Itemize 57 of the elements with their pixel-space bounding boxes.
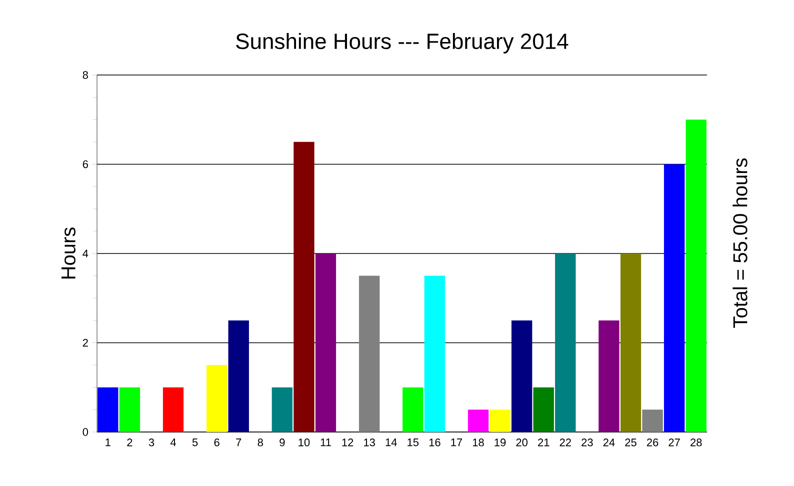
bar	[686, 120, 706, 432]
bar	[511, 320, 532, 432]
x-tick-label: 25	[625, 438, 636, 446]
bar	[119, 387, 140, 432]
bar	[468, 410, 489, 432]
bar	[294, 142, 314, 432]
x-tick-label: 24	[603, 438, 615, 446]
bar	[642, 410, 663, 432]
bar	[664, 164, 685, 432]
x-tick-label: 14	[386, 438, 397, 446]
bar	[206, 365, 228, 432]
x-tick-label: 7	[236, 438, 242, 446]
x-tick-label: 20	[516, 438, 528, 446]
x-tick-label: 27	[668, 438, 680, 446]
y-tick-label: 4	[82, 250, 88, 258]
bar	[98, 387, 118, 432]
x-tick-label: 4	[170, 438, 176, 446]
y-tick-label: 2	[82, 338, 88, 347]
x-tick-label: 13	[364, 438, 375, 446]
x-tick-label: 16	[429, 438, 440, 446]
y-tick-label: 8	[82, 71, 88, 79]
x-tick-label: 9	[280, 438, 285, 446]
x-tick-label: 5	[192, 438, 198, 446]
bar	[533, 387, 554, 432]
bar	[228, 320, 249, 432]
x-tick-label: 17	[451, 438, 462, 446]
x-tick-label: 1	[106, 438, 110, 446]
bar	[598, 320, 620, 432]
x-tick-label: 10	[298, 438, 310, 446]
x-tick-label: 12	[342, 438, 354, 446]
bar	[490, 410, 510, 432]
x-tick-label: 23	[582, 438, 593, 446]
bar	[272, 387, 293, 432]
x-tick-label: 19	[494, 438, 506, 446]
text: Total = 55.00 hours	[732, 158, 748, 328]
bar	[555, 253, 576, 432]
x-tick-label: 8	[258, 438, 263, 446]
y-axis-title: Hours	[62, 228, 76, 279]
x-tick-label: 3	[148, 438, 154, 446]
bar	[315, 253, 336, 432]
x-tick-label: 11	[320, 438, 331, 446]
chart-title: Sunshine Hours --- February 2014	[236, 32, 568, 54]
x-tick-label: 18	[472, 438, 484, 446]
bar	[358, 276, 380, 432]
x-tick-label: 26	[646, 438, 658, 446]
y-tick-label: 6	[82, 160, 88, 168]
x-tick-label: 22	[560, 438, 571, 446]
x-tick-label: 21	[538, 438, 550, 446]
x-tick-label: 2	[127, 438, 132, 446]
bar	[162, 387, 184, 432]
x-tick-label: 15	[408, 438, 419, 446]
bar	[620, 253, 642, 432]
y-tick-label: 0	[82, 428, 88, 436]
bar	[424, 276, 446, 432]
x-tick-label: 6	[214, 438, 220, 446]
x-tick-label: 28	[690, 438, 702, 446]
bar	[402, 387, 424, 432]
